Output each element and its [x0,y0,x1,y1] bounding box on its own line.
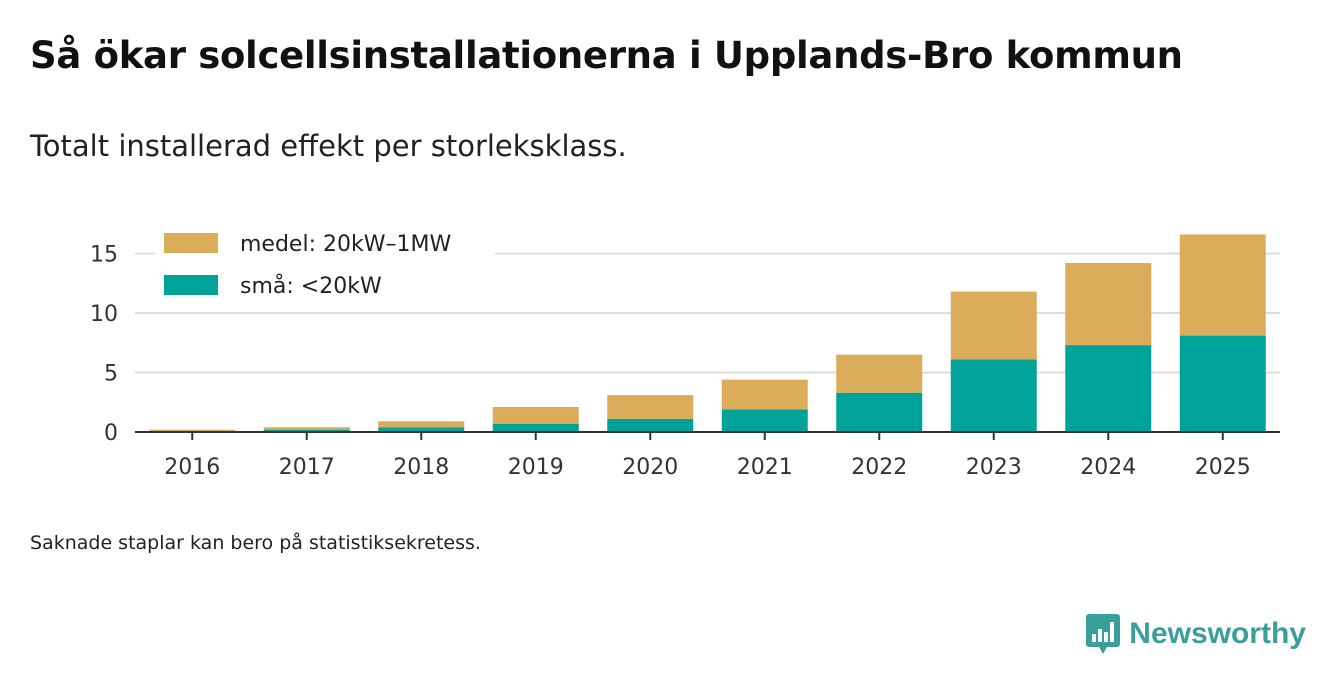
bar-2020-sma [607,418,694,432]
x-tick-label: 2020 [622,455,678,480]
bar-2018-medel [378,421,465,428]
brand-name: Newsworthy [1129,617,1306,650]
bar-2024-medel [1065,263,1152,346]
x-tick-label: 2021 [737,455,793,480]
bar-2016-medel [149,429,236,431]
x-tick-label: 2023 [966,455,1022,480]
bar-2022-medel [836,354,923,393]
x-tick-label: 2022 [851,455,907,480]
y-tick-label: 5 [104,362,118,387]
bar-2021-medel [721,379,808,410]
legend-label: medel: 20kW–1MW [240,232,451,257]
bar-2022-sma [836,392,923,432]
y-tick-label: 10 [90,302,118,327]
x-tick-label: 2024 [1080,455,1136,480]
bar-2025-medel [1179,234,1266,336]
footnote: Saknade staplar kan bero på statistiksek… [30,532,481,554]
bar-2025-sma [1179,335,1266,432]
brand-logo: Newsworthy [1085,612,1306,656]
legend-swatch [164,233,218,253]
chart-title: Så ökar solcellsinstallationerna i Uppla… [30,34,1183,77]
bar-2021-sma [721,409,808,432]
bar-2017-sma [263,429,350,432]
newsworthy-logo-icon [1086,614,1121,654]
legend-swatch [164,275,218,295]
stacked-bar-chart: 0 5 10 15 2016 2017 2018 2019 2020 2021 2022 2023 20… [90,232,1280,480]
bar-2019-sma [492,423,579,432]
x-tick-label: 2019 [508,455,564,480]
bar-2020-medel [607,395,694,419]
x-tick-label: 2016 [164,455,220,480]
y-tick-label: 15 [90,243,118,268]
bar-2018-sma [378,427,465,432]
chart-subtitle: Totalt installerad effekt per storlekskl… [30,129,627,163]
bar-2017-medel [263,427,350,430]
bar-2023-sma [950,359,1037,432]
legend-label: små: <20kW [240,273,382,299]
y-tick-label: 0 [104,421,118,446]
bar-2019-medel [492,407,579,424]
x-tick-label: 2017 [279,455,335,480]
x-tick-label: 2025 [1195,455,1251,480]
x-tick-label: 2018 [393,455,449,480]
bar-2024-sma [1065,345,1152,432]
bar-2023-medel [950,291,1037,360]
